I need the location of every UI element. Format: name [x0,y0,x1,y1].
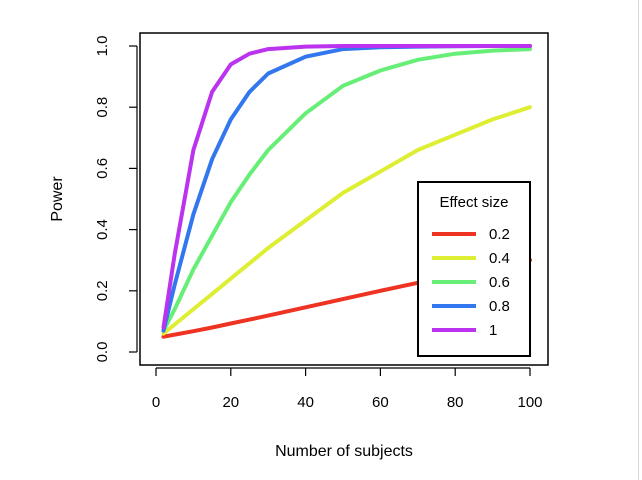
series-line-3 [161,47,532,333]
y-tick-label: 0.6 [94,158,111,179]
legend: Effect size 0.2 0.4 0.6 0.8 1 [417,181,531,357]
y-axis: 0.0 0.2 0.4 0.6 0.8 1.0 [94,36,138,363]
legend-label-4: 0.8 [489,298,510,315]
legend-box [417,181,531,357]
x-tick-label: 40 [297,394,314,411]
screenshot-edge [638,0,639,480]
y-tick-label: 0.4 [94,219,111,240]
y-axis-label: Power [49,176,66,222]
series-line-5 [161,44,532,330]
legend-label-2: 0.4 [489,250,510,267]
legend-label-3: 0.6 [489,274,510,291]
x-axis: 0 20 40 60 80 100 [152,367,543,411]
x-tick-label: 100 [517,394,542,411]
legend-label-5: 1 [489,322,497,339]
legend-label-1: 0.2 [489,226,510,243]
x-tick-label: 80 [447,394,464,411]
x-tick-label: 60 [372,394,389,411]
x-axis-label: Number of subjects [275,443,413,460]
legend-items: 0.2 0.4 0.6 0.8 1 [432,226,510,339]
y-tick-label: 0.0 [94,342,111,363]
y-tick-label: 0.2 [94,280,111,301]
series-line-2 [161,105,532,336]
x-tick-label: 20 [222,394,239,411]
plot-frame [139,32,549,366]
x-tick-label: 0 [152,394,160,411]
y-tick-label: 1.0 [94,36,111,57]
y-tick-label: 0.8 [94,97,111,118]
legend-title: Effect size [440,194,509,211]
